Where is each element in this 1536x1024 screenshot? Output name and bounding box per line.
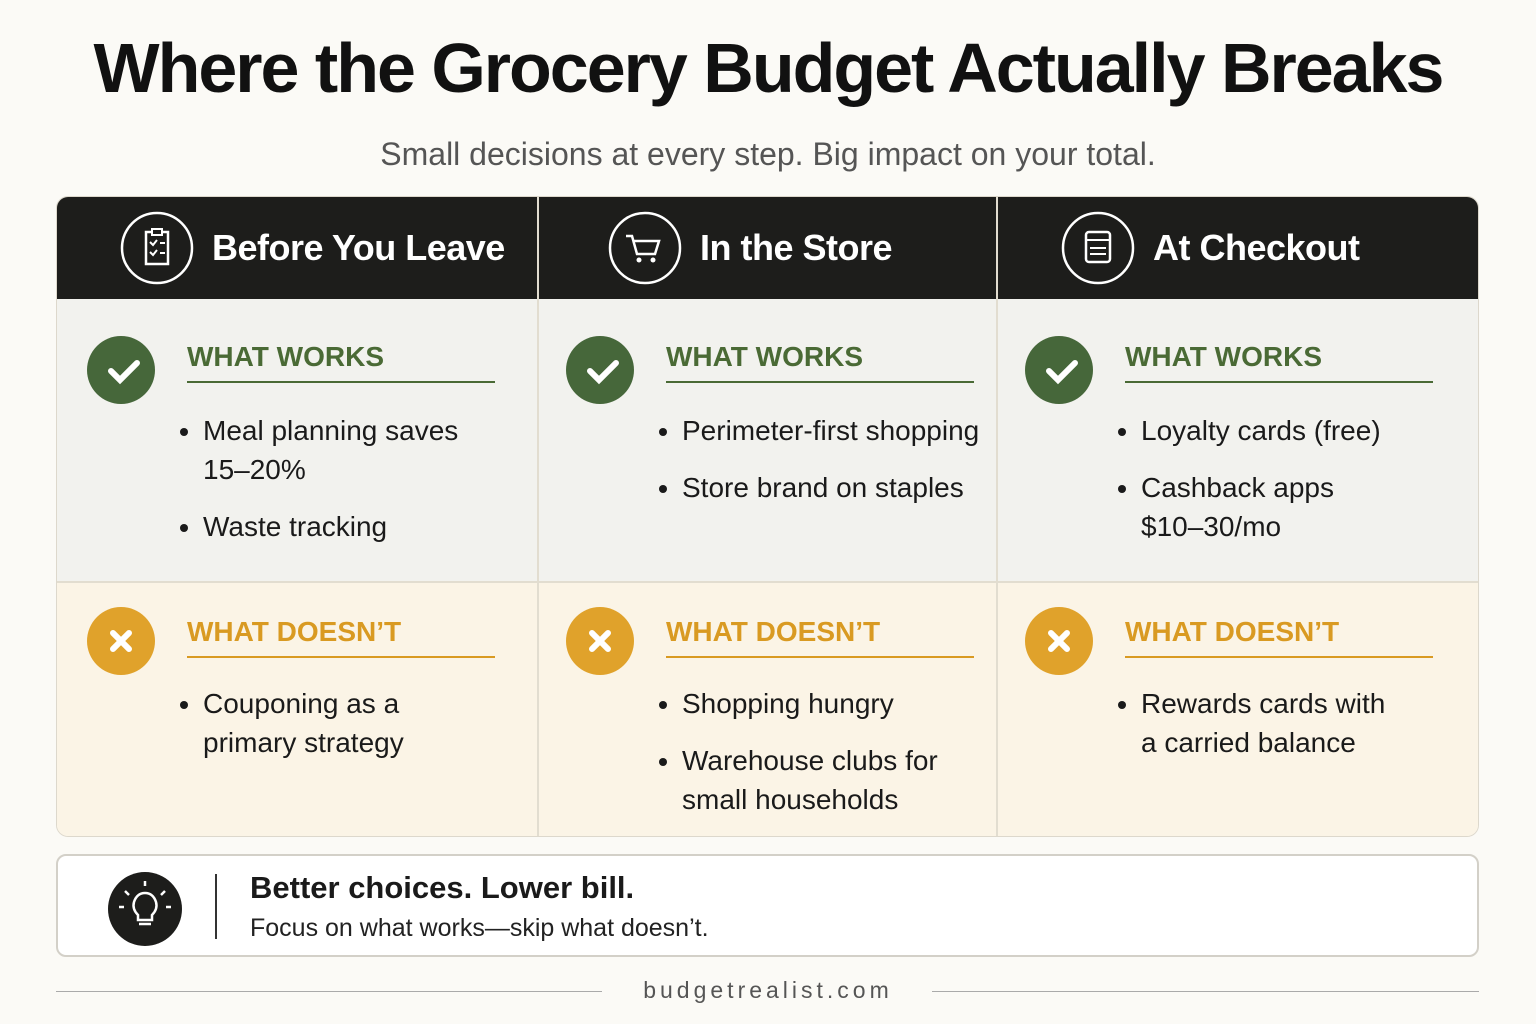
works-list: Perimeter-first shopping Store brand on s… [662,411,982,525]
column: At Checkout WHAT WORKS Loyalty cards (free… [998,197,1478,836]
works-heading: WHAT WORKS [666,341,974,383]
icon-graphic [120,211,194,285]
icon [119,210,195,291]
icon [1025,607,1095,682]
doesnt-item: Warehouse clubs for small households [682,741,982,819]
column-header: Before You Leave [57,197,537,299]
works-section: WHAT WORKS Meal planning saves 15–20% Wast… [57,299,537,583]
icon [566,336,636,411]
works-section: WHAT WORKS Loyalty cards (free) Cashback a… [998,299,1478,583]
doesnt-list: Couponing as a primary strategy [183,684,493,780]
icon [87,336,157,411]
column-title: At Checkout [1153,227,1360,268]
works-item: Loyalty cards (free) [1141,411,1403,450]
callout: Better choices. Lower bill. Focus on wha… [56,854,1479,957]
page-title: Where the Grocery Budget Actually Breaks [93,29,1445,107]
works-section: WHAT WORKS Perimeter-first shopping Store … [539,299,996,583]
rule [56,991,602,992]
bulb-icon [108,872,182,946]
works-list: Meal planning saves 15–20% Waste tracking [183,411,493,564]
icon-graphic [1025,336,1093,404]
column: In the Store WHAT WORKS Perimeter-first sh… [539,197,998,836]
works-item: Meal planning saves 15–20% [203,411,493,489]
works-item: Store brand on staples [682,468,982,507]
icon-graphic [566,607,634,675]
doesnt-section: WHAT DOESN’T Couponing as a primary strat… [57,583,537,836]
doesnt-item: Rewards cards with a carried balance [1141,684,1403,762]
works-item: Waste tracking [203,507,493,546]
icon-graphic [1061,211,1135,285]
page-subtitle: Small decisions at every step. Big impac… [380,136,1156,172]
divider [215,874,217,939]
icon [607,210,683,291]
callout-text: Focus on what works—skip what doesn’t. [250,914,709,942]
icon [1025,336,1095,411]
works-list: Loyalty cards (free) Cashback apps $10–30… [1121,411,1403,564]
icon [566,607,636,682]
icon-graphic [87,336,155,404]
icon [1060,210,1136,291]
icon-graphic [608,211,682,285]
doesnt-heading: WHAT DOESN’T [1125,616,1433,658]
site-name: budgetrealist.com [643,977,893,1003]
works-heading: WHAT WORKS [1125,341,1433,383]
icon-graphic [87,607,155,675]
doesnt-item: Shopping hungry [682,684,982,723]
callout-title: Better choices. Lower bill. [250,870,635,905]
works-heading: WHAT WORKS [187,341,495,383]
column-title: Before You Leave [212,227,505,268]
comparison-table: Before You Leave WHAT WORKS Meal planning … [56,196,1479,837]
doesnt-section: WHAT DOESN’T Rewards cards with a carried… [998,583,1478,836]
doesnt-section: WHAT DOESN’T Shopping hungry Warehouse clu… [539,583,996,836]
column-title: In the Store [700,227,893,268]
doesnt-heading: WHAT DOESN’T [187,616,495,658]
doesnt-list: Rewards cards with a carried balance [1121,684,1403,780]
doesnt-item: Couponing as a primary strategy [203,684,493,762]
column-header: In the Store [539,197,996,299]
icon-graphic [566,336,634,404]
icon-graphic [1025,607,1093,675]
doesnt-list: Shopping hungry Warehouse clubs for small… [662,684,982,836]
rule [932,991,1479,992]
column-header: At Checkout [998,197,1478,299]
icon [87,607,157,682]
works-item: Perimeter-first shopping [682,411,982,450]
doesnt-heading: WHAT DOESN’T [666,616,974,658]
column: Before You Leave WHAT WORKS Meal planning … [57,197,539,836]
works-item: Cashback apps $10–30/mo [1141,468,1403,546]
